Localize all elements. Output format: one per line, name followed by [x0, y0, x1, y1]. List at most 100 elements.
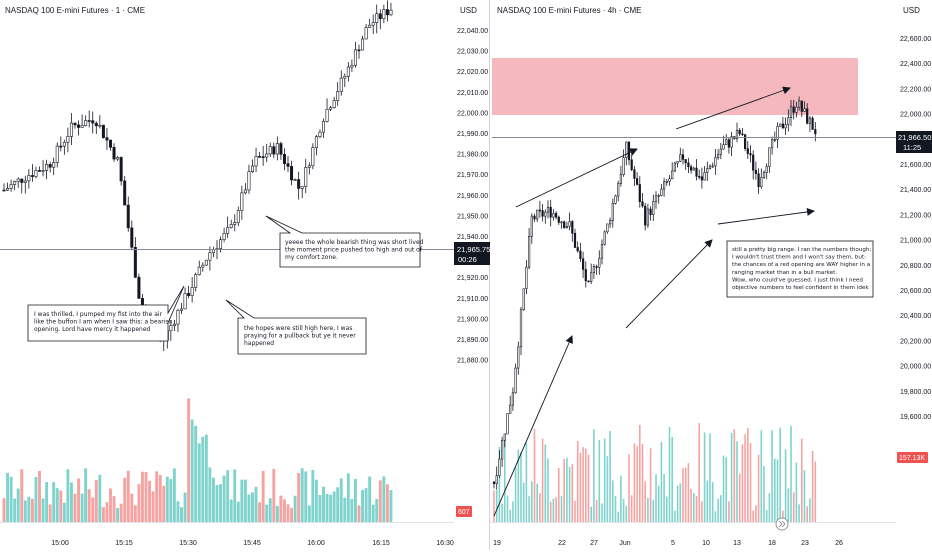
candle-body — [332, 100, 336, 108]
resistance-zone[interactable] — [492, 58, 858, 115]
candle-body — [371, 22, 375, 26]
candle-body — [808, 117, 811, 124]
volume-bar — [747, 427, 749, 522]
volume-bar — [593, 429, 595, 522]
scroll-to-realtime-button[interactable] — [775, 517, 789, 531]
candle-body — [579, 250, 582, 260]
candle-body — [603, 231, 606, 245]
candle-body — [84, 120, 88, 126]
candle-body — [293, 179, 297, 181]
candle-body — [684, 159, 687, 164]
candle-body — [711, 165, 714, 168]
left-price-tick-label: 22,020.00 — [457, 69, 488, 76]
candle-body — [30, 175, 34, 177]
volume-bar — [290, 507, 293, 522]
trend-arrow-main-up[interactable] — [493, 335, 573, 517]
volume-bar — [755, 505, 757, 522]
volume-bar — [798, 504, 800, 522]
volume-bar — [361, 489, 364, 522]
volume-bar — [229, 499, 233, 522]
left-time-tick-label: 16:30 — [436, 540, 454, 547]
candle-body — [343, 75, 347, 79]
candle-body — [265, 153, 269, 158]
left-chart-title: NASDAQ 100 E-mini Futures · 1 · CME — [5, 6, 145, 15]
note-bearish-opening[interactable]: I was thrilled, I pumped my fist into th… — [27, 285, 185, 342]
candle-body — [350, 64, 354, 68]
volume-bar — [332, 491, 336, 522]
volume-bar — [641, 444, 644, 522]
volume-bar — [378, 480, 382, 522]
candle-body — [630, 159, 633, 170]
volume-bar — [30, 498, 34, 522]
left-price-tick-label: 21,960.00 — [457, 193, 488, 200]
volume-bar — [45, 481, 49, 522]
volume-bar — [226, 470, 230, 522]
note-hopes-high[interactable]: the hopes were still high here, I was pra… — [225, 299, 367, 355]
candle-body — [700, 176, 703, 181]
volume-bar — [668, 427, 671, 522]
volume-bar — [59, 490, 63, 522]
candle-body — [546, 206, 550, 213]
note-big-range-box — [726, 240, 874, 298]
candle-body — [633, 169, 636, 179]
candle-body — [644, 205, 647, 226]
candle-body — [681, 154, 685, 160]
volume-bar — [655, 474, 657, 522]
volume-bar — [679, 483, 682, 522]
volume-bar — [660, 441, 663, 522]
trend-arrows[interactable] — [493, 86, 815, 517]
candle-body — [581, 258, 585, 270]
right-price-tick-label: 22,000.00 — [900, 112, 931, 119]
right-last-price-box — [896, 131, 932, 153]
candle-body — [738, 129, 741, 135]
trend-arrow-lower-1[interactable] — [625, 239, 713, 329]
volume-bar — [144, 472, 148, 522]
right-countdown: 11:25 — [903, 143, 921, 152]
right-price-tick-label: 20,200.00 — [900, 338, 931, 345]
right-price-tick-label: 19,600.00 — [900, 414, 931, 421]
candle-body — [514, 367, 517, 394]
volume-bar — [566, 457, 568, 522]
right-currency-label[interactable]: USD — [903, 6, 920, 15]
volume-bar — [552, 498, 555, 522]
note-short-lived[interactable]: yeeee the whole bearish thing was short … — [265, 215, 424, 268]
trend-arrow-upper-2[interactable] — [675, 86, 791, 130]
volume-bar — [568, 466, 571, 522]
volume-bar — [382, 476, 386, 522]
volume-bar — [314, 479, 318, 522]
left-currency-label[interactable]: USD — [460, 6, 477, 15]
candle-body — [201, 264, 205, 268]
candle-body — [34, 170, 38, 177]
trend-arrow-upper-1[interactable] — [515, 148, 638, 208]
candle-body — [357, 49, 361, 52]
trend-arrow-lower-2[interactable] — [717, 207, 815, 225]
volume-bar — [493, 490, 495, 522]
volume-bar — [137, 483, 141, 522]
candle-body — [219, 239, 223, 249]
note-big-range[interactable]: still a pretty big range. I ran the numb… — [726, 240, 874, 298]
candle-body — [619, 174, 622, 184]
note-bearish-opening-callout — [27, 285, 185, 342]
volume-bar — [633, 443, 636, 522]
candle-body — [119, 157, 123, 182]
volume-bar — [329, 494, 333, 522]
candle-body — [130, 227, 134, 248]
volume-bar — [544, 444, 547, 522]
candle-body — [282, 154, 286, 164]
volume-bar — [703, 432, 706, 522]
volume-bar — [116, 507, 120, 522]
candle-body — [187, 293, 191, 296]
volume-bar — [763, 466, 765, 522]
note-big-range-line-4: ranging market than in a bull market. — [732, 270, 837, 276]
candle-body — [587, 280, 590, 283]
candle-body — [554, 213, 558, 218]
candle-body — [137, 276, 141, 299]
candle-body — [275, 143, 279, 155]
left-price-axis[interactable] — [454, 0, 490, 550]
right-time-tick-label: 10 — [702, 540, 710, 547]
volume-bar — [717, 498, 719, 522]
candle-body — [525, 266, 528, 290]
left-chart-panel[interactable]: 22,040.00 22,030.00 22,020.00 22,010.00 22,0… — [0, 0, 490, 550]
right-chart-panel[interactable]: 22,600.0022,400.0022,200.0022,000.0021,8… — [490, 0, 932, 547]
